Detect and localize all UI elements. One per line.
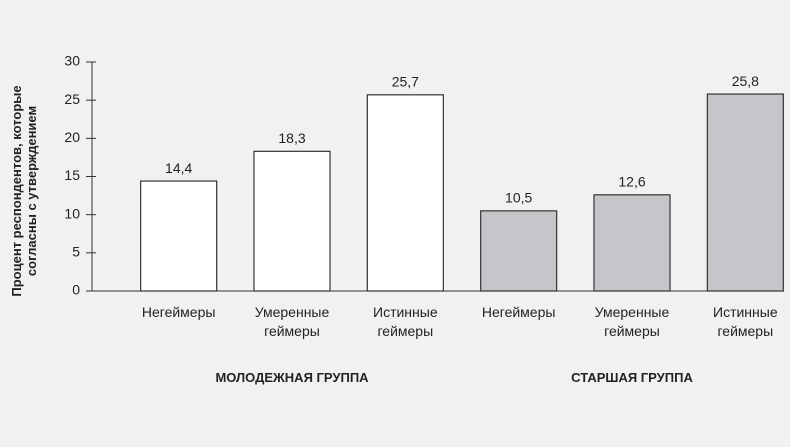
x-tick-label: Негеймеры [481, 304, 556, 320]
y-tick-label: 30 [64, 53, 80, 69]
y-tick-label: 25 [64, 91, 80, 107]
x-tick-label: Истинные геймеры [713, 304, 778, 339]
y-tick-label: 5 [72, 244, 80, 260]
bar [706, 93, 784, 292]
y-axis-label: Процент респондентов, которые согласны с… [9, 85, 39, 297]
bar [593, 194, 671, 292]
y-tick-label: 20 [64, 129, 80, 145]
value-label: 14,4 [165, 160, 192, 176]
x-tick-label: Умеренные геймеры [254, 304, 330, 339]
group-label: СТАРШАЯ ГРУППА [571, 370, 693, 385]
bar [253, 150, 331, 292]
value-label: 12,6 [618, 174, 645, 190]
y-tick-label: 10 [64, 205, 80, 221]
x-tick-label: Истинные геймеры [373, 304, 438, 339]
group-label: МОЛОДЕЖНАЯ ГРУППА [215, 370, 369, 385]
x-tick-label: Умеренные геймеры [594, 304, 670, 339]
value-label: 10,5 [505, 190, 532, 206]
bar [140, 180, 218, 292]
bar [366, 94, 444, 292]
bar [480, 210, 558, 292]
x-tick-label: Негеймеры [141, 304, 216, 320]
value-label: 25,7 [392, 74, 419, 90]
y-tick-label: 15 [64, 167, 80, 183]
value-label: 25,8 [732, 73, 759, 89]
y-tick-label: 0 [72, 282, 80, 298]
value-label: 18,3 [278, 130, 305, 146]
